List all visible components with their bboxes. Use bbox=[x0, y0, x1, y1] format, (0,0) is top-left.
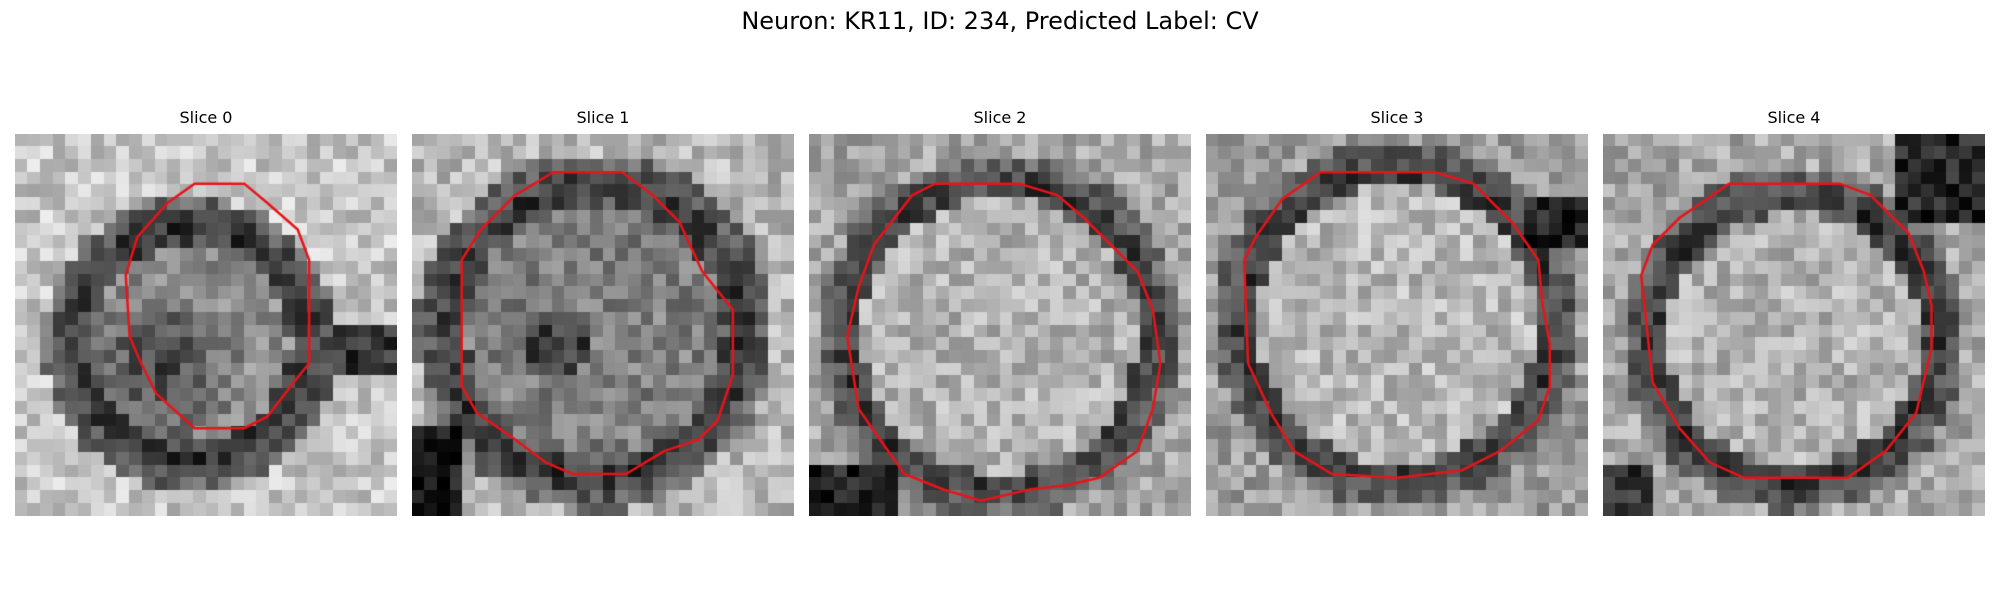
slice-title-1: Slice 1 bbox=[576, 108, 630, 127]
slice-title-0: Slice 0 bbox=[179, 108, 233, 127]
slice-image-2 bbox=[809, 134, 1191, 516]
slice-title-4: Slice 4 bbox=[1767, 108, 1821, 127]
slice-image-4 bbox=[1603, 134, 1985, 516]
slice-image-0 bbox=[15, 134, 397, 516]
slice-image-1 bbox=[412, 134, 794, 516]
figure-suptitle: Neuron: KR11, ID: 234, Predicted Label: … bbox=[741, 7, 1259, 35]
slice-title-2: Slice 2 bbox=[973, 108, 1027, 127]
slice-title-3: Slice 3 bbox=[1370, 108, 1424, 127]
slice-image-3 bbox=[1206, 134, 1588, 516]
